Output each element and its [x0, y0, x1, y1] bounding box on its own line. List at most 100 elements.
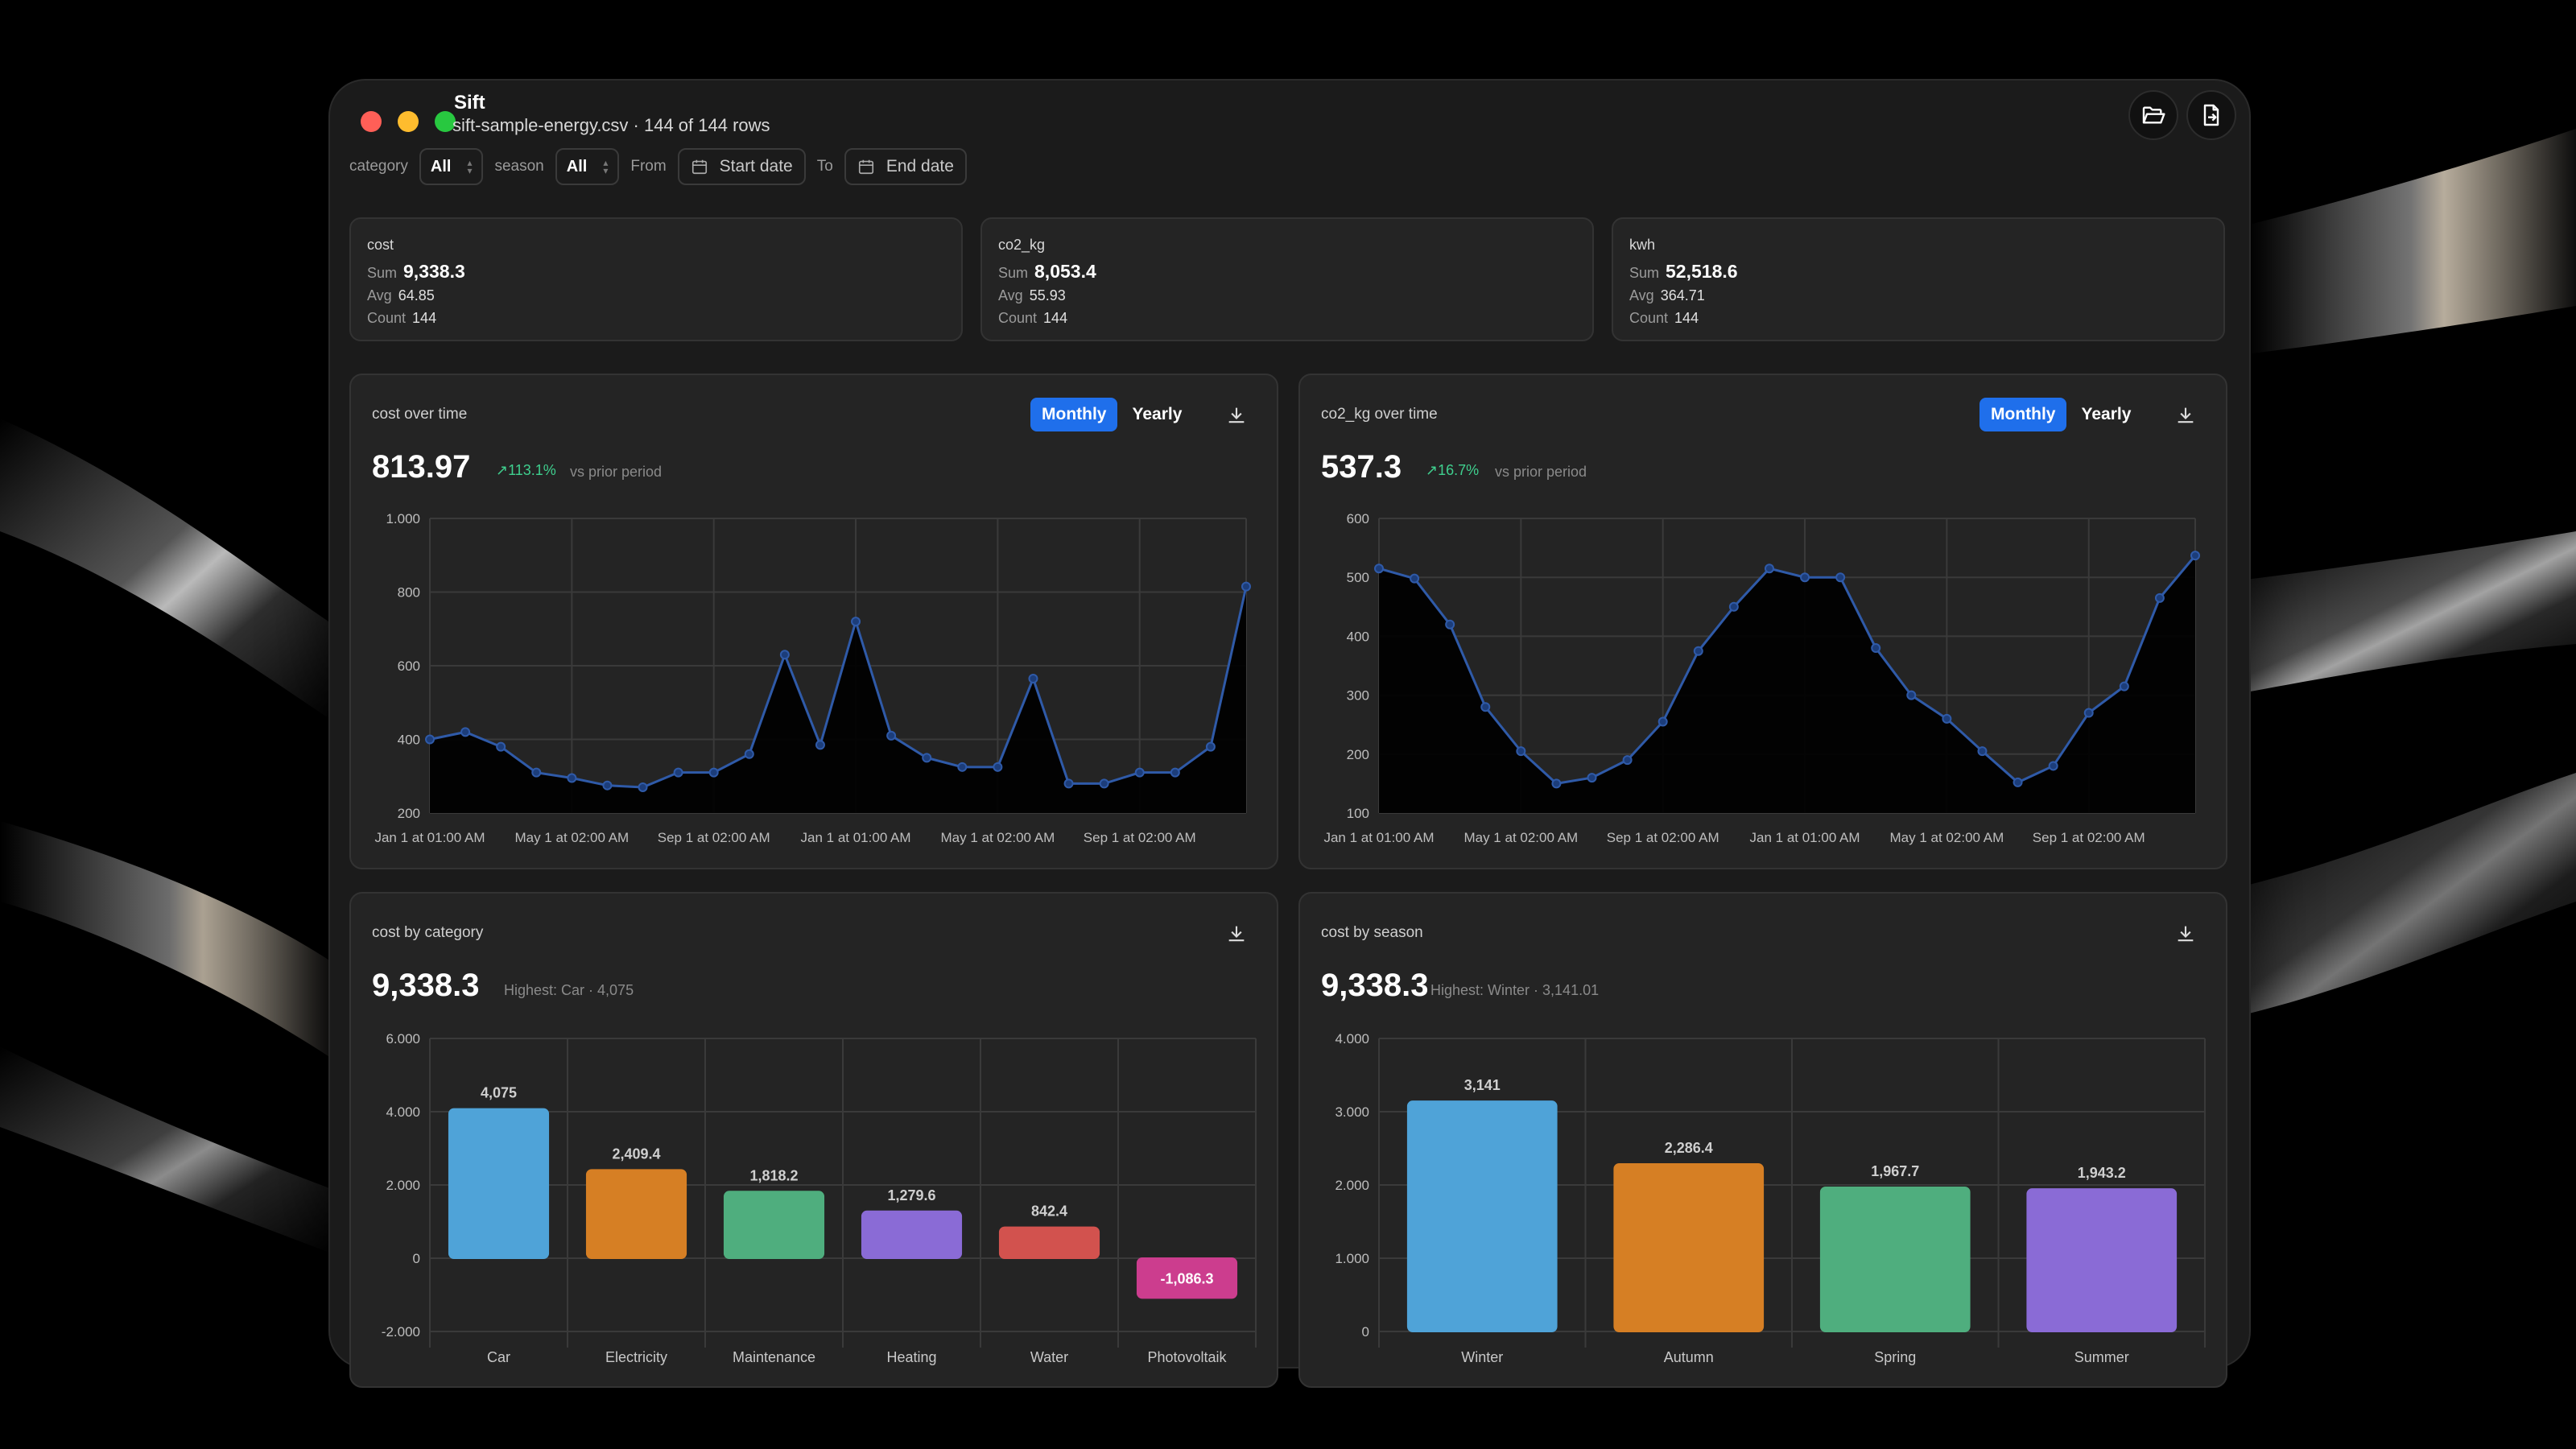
updown-chevron-icon: ▴ ▾ [467, 157, 473, 176]
data-point [1800, 572, 1810, 583]
area-fill [1379, 555, 2195, 813]
stat-avg: Avg 64.85 [367, 284, 945, 307]
data-point [708, 767, 719, 778]
stat-sum: Sum 8,053.4 [998, 260, 1576, 284]
data-point [2190, 551, 2200, 561]
data-point [1728, 601, 1739, 612]
data-point [2154, 592, 2165, 603]
y-tick-label: 0 [1362, 1324, 1369, 1340]
stat-sum-label: Sum [998, 265, 1029, 281]
data-point [1587, 773, 1597, 783]
stat-avg-value: 55.93 [1029, 287, 1066, 303]
monthly-toggle-button[interactable]: Monthly [1979, 398, 2067, 431]
bar [1819, 1186, 1971, 1332]
calendar-icon [858, 159, 873, 175]
y-tick-label: 0 [413, 1251, 420, 1266]
y-tick-label: 4.000 [1335, 1031, 1369, 1046]
x-tick-label: Jan 1 at 01:00 AM [1323, 830, 1434, 845]
stat-card-cost: cost Sum 9,338.3 Avg 64.85 Count 144 [349, 217, 963, 341]
series-line [1378, 555, 2197, 785]
end-date-text: End date [886, 157, 954, 175]
x-tick-label: Sep 1 at 02:00 AM [658, 830, 770, 845]
data-point [851, 617, 861, 627]
data-point [1906, 690, 1917, 700]
bar [1406, 1100, 1558, 1332]
stat-avg-label: Avg [1629, 287, 1654, 303]
data-point [460, 727, 471, 737]
x-category-label: Winter [1461, 1349, 1503, 1365]
download-button[interactable] [2171, 401, 2200, 430]
bar [448, 1108, 550, 1259]
chart-title: cost over time [372, 406, 468, 423]
yearly-toggle-button[interactable]: Yearly [2081, 405, 2132, 423]
data-point [779, 650, 790, 660]
x-category-label: Electricity [605, 1349, 667, 1365]
stat-sum-value: 9,338.3 [403, 261, 465, 282]
cost-area-chart: 1.000 800 600 400 200 Jan 1 at 01:00 AM May 1 … [374, 511, 1251, 845]
download-button[interactable] [1222, 401, 1251, 430]
period-toggle: Monthly Yearly [1979, 398, 2142, 431]
category-select[interactable]: All ▴ ▾ [419, 148, 484, 185]
data-point [993, 762, 1003, 772]
stat-sum: Sum 52,518.6 [1629, 260, 2207, 284]
stat-avg-label: Avg [998, 287, 1023, 303]
bar-value-label: 2,409.4 [612, 1146, 660, 1162]
stat-card-kwh: kwh Sum 52,518.6 Avg 364.71 Count 144 [1612, 217, 2225, 341]
x-tick-label: Sep 1 at 02:00 AM [2033, 830, 2145, 845]
co2-over-time-panel: co2_kg over time 537.3 ↗16.7% vs prior p… [1298, 374, 2227, 869]
folder-open-icon [2142, 106, 2165, 124]
x-tick-label: Jan 1 at 01:00 AM [374, 830, 485, 845]
season-select-value: All [566, 157, 588, 175]
data-point [1099, 778, 1109, 789]
data-point [1871, 643, 1881, 654]
x-category-label: Heating [886, 1349, 936, 1365]
stat-sum: Sum 9,338.3 [367, 260, 945, 284]
season-select[interactable]: All ▴ ▾ [555, 148, 620, 185]
bar [723, 1191, 825, 1260]
x-tick-label: May 1 at 02:00 AM [1890, 830, 2004, 845]
close-window-button[interactable] [361, 111, 382, 132]
start-date-picker[interactable]: Start date [677, 148, 806, 185]
y-tick-label: 200 [1347, 747, 1369, 762]
x-category-label: Summer [2074, 1349, 2129, 1365]
data-point [1693, 646, 1703, 656]
y-tick-label: 600 [398, 658, 420, 674]
zoom-window-button[interactable] [435, 111, 456, 132]
monthly-toggle-button[interactable]: Monthly [1030, 398, 1118, 431]
y-tick-label: 400 [398, 733, 420, 748]
open-file-button[interactable] [2128, 90, 2178, 140]
y-tick-label: 300 [1347, 688, 1369, 704]
download-button[interactable] [1222, 919, 1251, 948]
filter-bar: category All ▴ ▾ season All ▴ ▾ From Start… [349, 148, 967, 185]
download-icon [1228, 926, 1245, 942]
end-date-picker[interactable]: End date [844, 148, 967, 185]
data-point [1374, 564, 1384, 574]
x-tick-label: May 1 at 02:00 AM [514, 830, 629, 845]
bar-value-label: 2,286.4 [1665, 1140, 1713, 1156]
yearly-toggle-button[interactable]: Yearly [1132, 405, 1183, 423]
data-point [1622, 755, 1633, 766]
season-bar-chart: 4.000 3.000 2.000 1.000 0 3,141 Winter 2,286.4 A… [1335, 1031, 2206, 1365]
download-icon [2178, 407, 2194, 423]
highest-note: Highest: Winter · 3,141.01 [1430, 982, 1600, 998]
bar-value-label: -1,086.3 [1160, 1271, 1213, 1287]
stat-name: kwh [1629, 237, 1656, 253]
data-point [2119, 681, 2129, 691]
cost-by-season-panel: cost by season 9,338.3 Highest: Winter ·… [1298, 892, 2227, 1388]
category-filter-label: category [349, 158, 408, 175]
data-point [2013, 777, 2023, 787]
headline-value: 813.97 [372, 449, 471, 485]
data-point [1205, 741, 1216, 752]
stat-name: cost [367, 237, 394, 253]
x-category-label: Water [1030, 1349, 1068, 1365]
x-tick-label: May 1 at 02:00 AM [941, 830, 1055, 845]
minimize-window-button[interactable] [398, 111, 419, 132]
data-point [1835, 572, 1846, 583]
download-button[interactable] [2171, 919, 2200, 948]
export-file-button[interactable] [2186, 90, 2236, 140]
stat-avg: Avg 364.71 [1629, 284, 2207, 307]
y-tick-label: -2.000 [382, 1324, 420, 1340]
delta-note: vs prior period [570, 464, 663, 480]
stat-avg-label: Avg [367, 287, 392, 303]
stat-count: Count 144 [998, 307, 1576, 329]
